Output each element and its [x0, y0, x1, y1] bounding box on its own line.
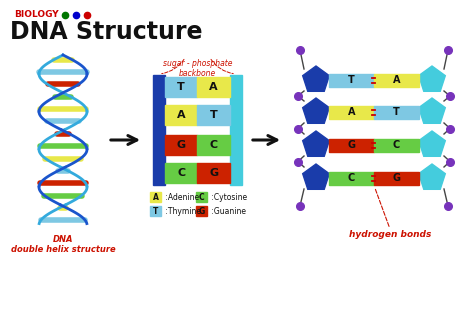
- Text: C: C: [199, 193, 204, 201]
- Text: hydrogen bonds: hydrogen bonds: [349, 230, 431, 239]
- Bar: [374, 73, 419, 86]
- Text: :Adenine: :Adenine: [163, 193, 199, 201]
- Bar: [165, 77, 198, 97]
- Polygon shape: [303, 66, 329, 91]
- Bar: [150, 206, 161, 216]
- Bar: [374, 172, 419, 185]
- Polygon shape: [303, 98, 329, 123]
- Text: A: A: [348, 107, 355, 117]
- Bar: [196, 206, 207, 216]
- Bar: [150, 192, 161, 202]
- Text: sugar - phosphate
backbone: sugar - phosphate backbone: [163, 59, 232, 78]
- Bar: [198, 77, 230, 97]
- Text: G: G: [209, 168, 219, 178]
- Text: G: G: [199, 206, 205, 215]
- Bar: [165, 163, 198, 183]
- Text: :Thymine: :Thymine: [163, 206, 201, 215]
- Text: C: C: [177, 168, 185, 178]
- Bar: [374, 106, 419, 119]
- Text: T: T: [153, 206, 158, 215]
- Text: DNA
double helix structure: DNA double helix structure: [11, 235, 115, 254]
- Bar: [329, 106, 374, 119]
- Polygon shape: [419, 98, 445, 123]
- Text: G: G: [392, 173, 401, 183]
- Bar: [329, 73, 374, 86]
- Text: C: C: [348, 173, 355, 183]
- Text: G: G: [177, 140, 186, 150]
- Bar: [165, 105, 198, 125]
- Text: A: A: [153, 193, 158, 201]
- Text: G: G: [347, 140, 356, 150]
- Polygon shape: [419, 131, 445, 156]
- Bar: [196, 192, 207, 202]
- Text: T: T: [348, 75, 355, 85]
- Text: T: T: [210, 110, 218, 120]
- Bar: [198, 163, 230, 183]
- Bar: [230, 75, 242, 185]
- Bar: [329, 172, 374, 185]
- Polygon shape: [303, 131, 329, 156]
- Text: DNA Structure: DNA Structure: [10, 20, 202, 44]
- Text: A: A: [393, 75, 400, 85]
- Text: C: C: [393, 140, 400, 150]
- Bar: [165, 135, 198, 155]
- Polygon shape: [419, 66, 445, 91]
- Text: T: T: [393, 107, 400, 117]
- Text: A: A: [210, 82, 218, 92]
- Text: A: A: [177, 110, 185, 120]
- Text: :Guanine: :Guanine: [209, 206, 246, 215]
- Bar: [153, 75, 165, 185]
- Bar: [198, 135, 230, 155]
- Text: :Cytosine: :Cytosine: [209, 193, 247, 201]
- Polygon shape: [419, 164, 445, 189]
- Polygon shape: [303, 164, 329, 189]
- Text: T: T: [177, 82, 185, 92]
- Bar: [198, 105, 230, 125]
- Text: BIOLOGY: BIOLOGY: [14, 10, 59, 19]
- Bar: [329, 138, 374, 151]
- Text: C: C: [210, 140, 218, 150]
- Bar: [374, 138, 419, 151]
